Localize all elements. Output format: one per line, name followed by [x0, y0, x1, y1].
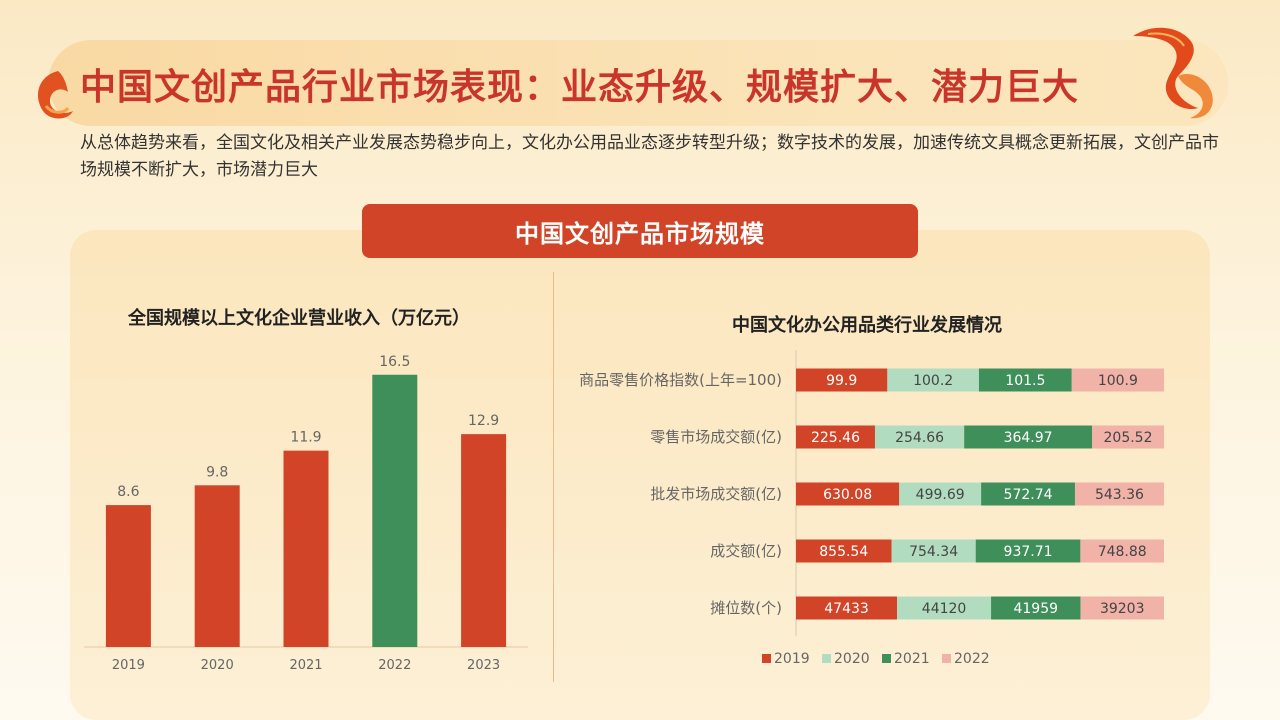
x-tick-label: 2020	[201, 658, 234, 673]
segment-value-label: 39203	[1100, 601, 1145, 617]
segment-value-label: 41959	[1013, 601, 1058, 617]
page-title: 中国文创产品行业市场表现：业态升级、规模扩大、潜力巨大	[80, 67, 1080, 108]
segment-value-label: 754.34	[909, 544, 958, 560]
stack-segment-2020	[891, 539, 976, 563]
legend-label: 2021	[894, 651, 930, 667]
legend-swatch-2021	[882, 654, 891, 663]
segment-value-label: 937.71	[1004, 544, 1053, 560]
segment-value-label: 205.52	[1104, 430, 1153, 446]
stack-segment-2021	[981, 482, 1075, 506]
stack-segment-2019	[796, 368, 888, 392]
segment-value-label: 99.9	[826, 373, 857, 389]
stack-segment-2020	[887, 368, 979, 392]
legend-swatch-2020	[822, 654, 831, 663]
panel-divider	[553, 272, 554, 682]
y-category-label: 零售市场成交额(亿)	[650, 428, 782, 446]
segment-value-label: 572.74	[1004, 487, 1053, 503]
segment-value-label: 364.97	[1004, 430, 1053, 446]
x-tick-label: 2023	[467, 658, 500, 673]
legend-label: 2019	[774, 651, 810, 667]
x-tick-label: 2021	[289, 658, 322, 673]
stack-segment-2021	[991, 596, 1081, 620]
stack-segment-2019	[796, 482, 900, 506]
bar-2023	[461, 434, 507, 647]
bar-value-label: 9.8	[206, 464, 228, 480]
segment-value-label: 225.46	[811, 430, 860, 446]
bar-value-label: 8.6	[117, 484, 139, 500]
bar-value-label: 11.9	[290, 430, 321, 446]
segment-value-label: 47433	[824, 601, 869, 617]
legend-swatch-2019	[762, 654, 771, 663]
page-subtitle: 从总体趋势来看，全国文化及相关产业发展态势稳步向上，文化办公用品业态逐步转型升级…	[80, 133, 1219, 180]
segment-value-label: 254.66	[895, 430, 944, 446]
x-tick-label: 2019	[112, 658, 145, 673]
stack-segment-2019	[796, 539, 892, 563]
segment-value-label: 630.08	[823, 487, 872, 503]
legend-swatch-2022	[942, 654, 951, 663]
panel-header: 中国文创产品市场规模	[362, 204, 918, 258]
segment-value-label: 543.36	[1095, 487, 1144, 503]
stack-segment-2020	[874, 425, 965, 449]
title-band	[48, 40, 1228, 126]
stack-segment-2022	[1074, 482, 1164, 506]
bar-2022	[372, 374, 418, 647]
bar-value-label: 12.9	[468, 413, 499, 429]
segment-value-label: 855.54	[819, 544, 868, 560]
stack-segment-2022	[1092, 425, 1164, 449]
stacked-chart-title: 中国文化办公用品类行业发展情况	[732, 315, 1002, 336]
bar-chart-title: 全国规模以上文化企业营业收入（万亿元）	[128, 308, 470, 329]
stack-segment-2019	[796, 425, 875, 449]
stack-segment-2019	[796, 596, 898, 620]
bar-2019	[105, 505, 151, 647]
segment-value-label: 100.9	[1098, 373, 1138, 389]
stack-segment-2021	[978, 368, 1072, 392]
segment-value-label: 499.69	[916, 487, 965, 503]
legend-label: 2020	[834, 651, 870, 667]
stack-segment-2020	[899, 482, 982, 506]
stack-segment-2021	[975, 539, 1081, 563]
stack-segment-2021	[964, 425, 1093, 449]
y-category-label: 成交额(亿)	[710, 542, 782, 560]
stack-segment-2022	[1080, 539, 1164, 563]
bar-2021	[283, 450, 329, 647]
legend-label: 2022	[954, 651, 990, 667]
chart-panel	[70, 230, 1210, 720]
stack-segment-2020	[897, 596, 992, 620]
stack-segment-2022	[1080, 596, 1164, 620]
stack-segment-2022	[1071, 368, 1164, 392]
bar-2020	[194, 485, 240, 647]
y-category-label: 商品零售价格指数(上年=100)	[579, 371, 782, 389]
office-supplies-stacked-chart: 商品零售价格指数(上年=100) 99.9 100.2 101.5 100.9 零售市场成…	[579, 350, 1164, 667]
ribbon-swirl-right-icon	[1133, 27, 1228, 119]
segment-value-label: 100.2	[913, 373, 953, 389]
segment-value-label: 748.88	[1098, 544, 1147, 560]
y-category-label: 摊位数(个)	[710, 599, 782, 617]
segment-value-label: 101.5	[1005, 373, 1045, 389]
revenue-bar-chart: 8.6 2019 9.8 2020 11.9 2021 16.5 2022 12.9 2023	[84, 354, 528, 673]
y-category-label: 批发市场成交额(亿)	[650, 485, 782, 503]
bar-value-label: 16.5	[379, 354, 410, 370]
segment-value-label: 44120	[922, 601, 967, 617]
cloud-swirl-left-icon	[38, 71, 73, 119]
x-tick-label: 2022	[378, 658, 411, 673]
